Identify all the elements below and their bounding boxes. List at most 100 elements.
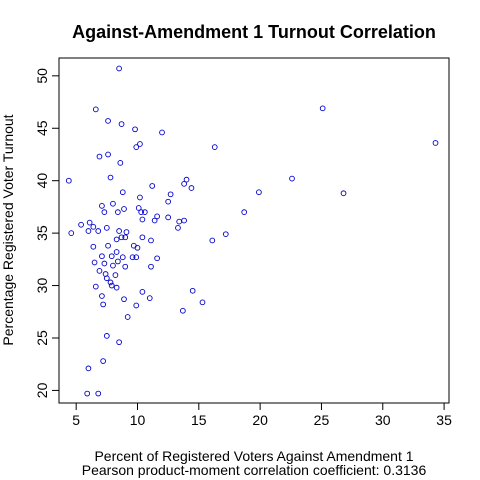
data-point (137, 194, 143, 201)
data-point (108, 253, 115, 260)
chart-title: Against-Amendment 1 Turnout Correlation (72, 22, 436, 42)
data-point (99, 253, 105, 260)
x-tick-label: 30 (375, 412, 391, 428)
data-point (167, 191, 174, 198)
data-point (101, 260, 108, 267)
data-point (65, 177, 72, 184)
data-point (134, 244, 141, 251)
data-point (139, 234, 146, 241)
data-point (86, 219, 93, 226)
data-point (113, 249, 120, 255)
data-point (95, 390, 102, 397)
data-point (149, 183, 156, 189)
data-points (65, 65, 439, 397)
data-point (101, 209, 108, 215)
data-point (138, 209, 145, 215)
data-point (108, 282, 115, 289)
data-point (181, 217, 187, 224)
x-tick-label: 35 (436, 412, 452, 428)
data-point (92, 283, 99, 290)
data-point (90, 223, 97, 230)
data-point (176, 218, 183, 225)
data-point (107, 174, 114, 181)
y-tick-label: 30 (34, 278, 50, 294)
data-point (92, 106, 99, 113)
data-point (154, 255, 160, 262)
data-point (112, 272, 119, 278)
data-point (148, 237, 154, 244)
data-point (211, 144, 218, 150)
x-tick-label: 15 (191, 412, 207, 428)
data-point (116, 65, 122, 72)
data-point (99, 203, 105, 209)
data-point (91, 259, 98, 266)
data-point (96, 153, 103, 160)
y-tick-label: 35 (34, 225, 50, 241)
data-point (122, 234, 129, 241)
data-point (103, 275, 110, 282)
y-tick-label: 50 (34, 68, 50, 84)
data-point (289, 175, 295, 182)
data-point (133, 254, 140, 261)
data-point (180, 307, 186, 314)
data-point (113, 284, 120, 291)
data-point (115, 258, 121, 265)
data-point (103, 225, 110, 231)
data-point (115, 209, 121, 215)
y-tick-label: 25 (34, 330, 50, 346)
data-point (122, 263, 129, 270)
data-point (90, 243, 97, 250)
data-point (121, 206, 127, 212)
y-axis: 20 25 30 35 40 45 50 (34, 68, 60, 398)
x-tick-label: 5 (72, 412, 80, 428)
data-point (78, 221, 84, 228)
y-tick-label: 20 (34, 382, 50, 398)
x-axis-label: Percent of Registered Voters Against Ame… (94, 448, 413, 464)
data-point (99, 293, 105, 299)
data-point (133, 144, 140, 150)
data-point (68, 230, 75, 236)
y-tick-label: 40 (34, 173, 50, 189)
data-point (141, 209, 148, 215)
data-point (139, 216, 146, 223)
data-point (119, 189, 126, 196)
data-point (165, 198, 172, 205)
data-point (100, 358, 107, 364)
data-point (256, 189, 262, 196)
data-point (146, 295, 153, 301)
data-point (85, 365, 92, 372)
data-point (105, 151, 111, 158)
data-point (139, 288, 146, 295)
data-point (84, 390, 91, 397)
data-point (137, 141, 143, 147)
correlation-note: Pearson product-moment correlation coeff… (82, 462, 427, 478)
data-point (113, 236, 120, 243)
data-point (181, 180, 187, 187)
data-point (107, 279, 114, 286)
data-point (103, 333, 110, 339)
data-point (116, 339, 122, 346)
data-point (148, 263, 154, 270)
data-point (100, 301, 107, 308)
data-point (222, 231, 229, 238)
data-point (432, 140, 439, 146)
data-point (118, 234, 125, 241)
x-tick-label: 10 (130, 412, 146, 428)
data-point (116, 228, 122, 234)
data-point (183, 176, 190, 183)
data-point (135, 205, 142, 211)
data-point (133, 302, 140, 309)
plot-frame (58, 57, 450, 404)
x-tick-label: 20 (252, 412, 268, 428)
y-axis-label: Percentage Registered Voter Turnout (0, 114, 16, 345)
data-point (165, 214, 172, 221)
data-point (121, 296, 127, 303)
data-point (105, 242, 111, 249)
data-point (96, 268, 103, 274)
data-point (189, 287, 196, 294)
x-axis: 5 10 15 20 25 30 35 (72, 402, 452, 428)
data-point (175, 225, 181, 231)
y-tick-label: 45 (34, 120, 50, 136)
data-point (119, 254, 126, 261)
